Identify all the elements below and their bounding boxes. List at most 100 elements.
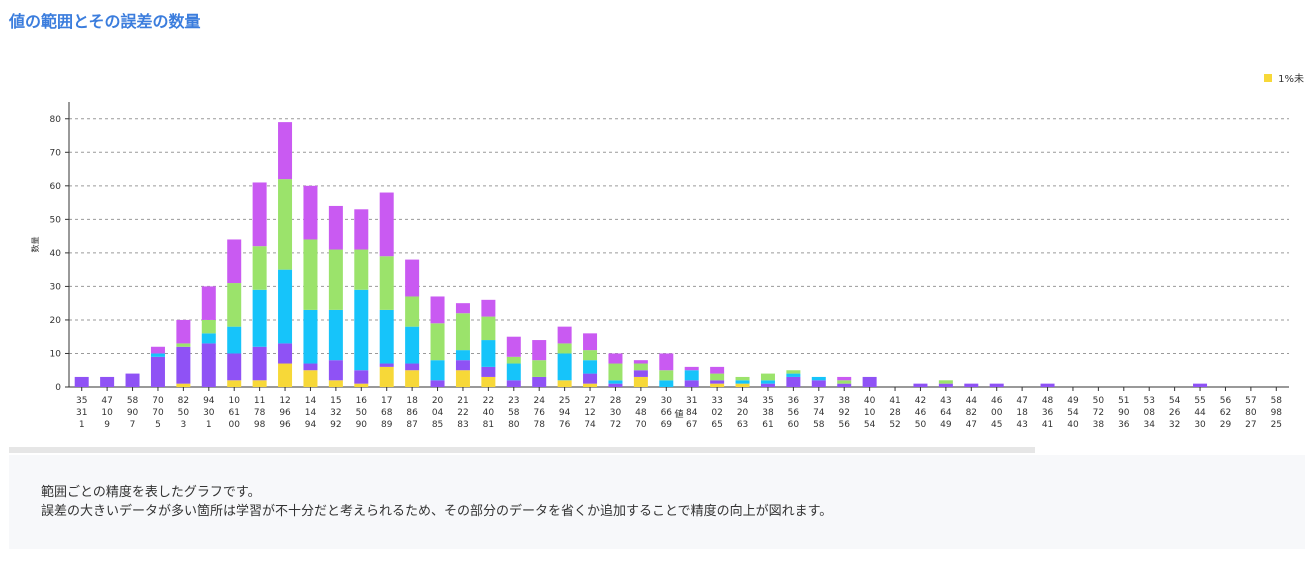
bar-segment [252, 346, 267, 381]
bar-segment [354, 249, 369, 290]
horizontal-scrollbar[interactable] [9, 447, 1035, 453]
bar-segment [379, 366, 394, 387]
x-tick-label: 36 56 60 [788, 396, 800, 430]
bar-segment [557, 353, 572, 381]
bar-segment [430, 323, 445, 361]
bar-segment [100, 376, 115, 387]
bar-segment [354, 370, 369, 384]
bar-segment [227, 326, 242, 354]
bar-segment [760, 380, 775, 384]
bar-segment [354, 383, 369, 387]
y-tick-label: 70 [50, 148, 62, 158]
bar-segment [278, 363, 293, 387]
x-tick-label: 40 10 54 [864, 396, 876, 430]
bar-segment [710, 383, 725, 387]
bar-segment [481, 299, 496, 317]
bar-segment [201, 319, 216, 334]
bar-segment [481, 316, 496, 341]
bar-segment [811, 376, 826, 381]
bar-segment [176, 319, 191, 344]
bar-segment [405, 326, 420, 364]
bar-segment [430, 360, 445, 381]
bar-segment [481, 366, 496, 377]
bar-segment [760, 373, 775, 381]
bar-segment [328, 360, 343, 381]
bar-segment [455, 350, 470, 361]
bar-segment [354, 209, 369, 250]
bar-segment [862, 376, 877, 387]
bar-segment [811, 380, 826, 387]
bar-segment [938, 383, 953, 387]
x-tick-label: 16 50 90 [356, 396, 368, 430]
bar-segment [633, 363, 648, 371]
x-tick-label: 51 90 36 [1118, 396, 1130, 430]
bar-segment [176, 346, 191, 384]
bar-segment [405, 370, 420, 387]
bar-segment [557, 380, 572, 387]
x-tick-label: 47 10 9 [101, 396, 113, 430]
bar-segment [278, 269, 293, 344]
bar-segment [74, 376, 89, 387]
description-panel: 範囲ごとの精度を表したグラフです。 誤差の大きいデータが多い箇所は学習が不十分だ… [9, 455, 1305, 549]
bar-segment [583, 333, 598, 351]
x-tick-label: 43 64 49 [940, 396, 952, 430]
legend[interactable]: 1%未 [1264, 70, 1304, 85]
x-tick-label: 34 20 63 [737, 396, 749, 430]
bar-segment [532, 376, 547, 387]
bar-segment [608, 363, 623, 381]
x-tick-label: 44 82 47 [966, 396, 978, 430]
bar-segment [303, 370, 318, 387]
bar-segment [227, 283, 242, 327]
bar-segment [379, 363, 394, 367]
x-tick-label: 58 98 25 [1271, 396, 1283, 430]
bar-segment [1040, 383, 1055, 387]
bar-segment [684, 370, 699, 381]
x-tick-label: 15 32 92 [330, 396, 341, 430]
bar-segment [1193, 383, 1208, 387]
x-tick-label: 38 92 56 [838, 396, 850, 430]
bar-segment [684, 366, 699, 371]
bar-segment [379, 309, 394, 364]
x-tick-label: 31 84 67 [686, 396, 698, 430]
x-tick-label: 29 48 70 [635, 396, 647, 430]
bar-segment [379, 256, 394, 310]
chart-title: 値の範囲とその誤差の数量 [9, 12, 201, 31]
description-line-1: 範囲ごとの精度を表したグラフです。 [41, 485, 261, 500]
bar-segment [786, 373, 801, 377]
x-tick-label: 41 28 52 [889, 396, 901, 430]
bar-segment [506, 363, 521, 381]
x-tick-label: 17 68 89 [381, 396, 393, 430]
bar-segment [532, 360, 547, 377]
bar-segment [125, 373, 140, 387]
bar-segment [303, 239, 318, 310]
bar-segment [837, 376, 852, 381]
bar-segment [328, 249, 343, 310]
x-tick-label: 47 18 43 [1016, 396, 1028, 430]
bar-segment [735, 376, 750, 381]
y-tick-label: 60 [50, 182, 62, 192]
bar-segment [201, 343, 216, 387]
bar-segment [938, 380, 953, 384]
x-tick-label: 33 02 65 [711, 396, 722, 430]
x-tick-label: 35 38 61 [762, 396, 774, 430]
x-tick-label: 23 58 80 [508, 396, 520, 430]
x-tick-label: 21 22 83 [457, 396, 468, 430]
bar-segment [710, 380, 725, 384]
x-tick-label: 28 30 72 [610, 396, 622, 430]
bar-segment [506, 356, 521, 364]
bar-segment [303, 309, 318, 364]
x-tick-label: 55 44 30 [1194, 396, 1206, 430]
bar-segment [455, 370, 470, 387]
bar-segment [608, 383, 623, 387]
x-tick-label: 12 96 96 [279, 396, 291, 430]
bar-segment [710, 373, 725, 381]
bar-segment [710, 366, 725, 374]
bar-segment [430, 296, 445, 324]
bar-segment [837, 380, 852, 384]
bar-segment [735, 383, 750, 387]
bar-segment [583, 373, 598, 384]
x-tick-label: 10 61 00 [228, 396, 240, 430]
bar-segment [735, 380, 750, 384]
bar-segment [633, 360, 648, 364]
description-line-2: 誤差の大きいデータが多い箇所は学習が不十分だと考えられるため、その部分のデータを… [41, 504, 833, 519]
